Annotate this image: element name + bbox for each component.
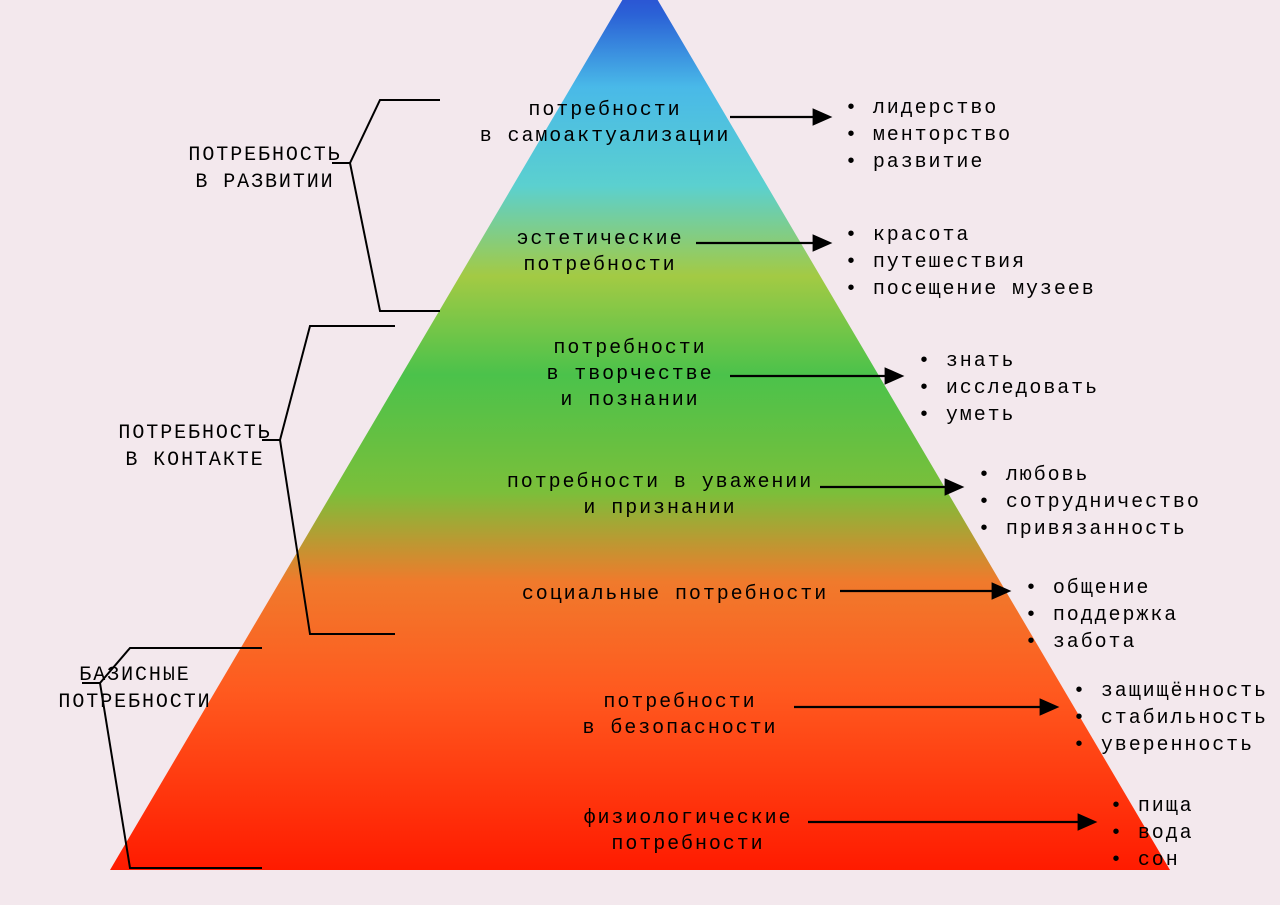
bullets-social: общениеподдержказабота bbox=[1025, 575, 1178, 656]
level-label-line: потребности в уважении bbox=[440, 470, 880, 496]
group-label-line: ПОТРЕБНОСТИ bbox=[25, 689, 245, 716]
group-label-contact: ПОТРЕБНОСТЬВ КОНТАКТЕ bbox=[85, 420, 305, 474]
bullet-item: лидерство bbox=[845, 95, 1012, 122]
level-label-line: в безопасности bbox=[460, 716, 900, 742]
bullet-item: менторство bbox=[845, 122, 1012, 149]
level-label-self-actualization: потребностив самоактуализации bbox=[385, 98, 825, 150]
level-label-line: потребности bbox=[385, 98, 825, 124]
level-label-aesthetic: эстетическиепотребности bbox=[380, 227, 820, 279]
bullet-item: защищённость bbox=[1073, 678, 1268, 705]
bullets-physiological: пищаводасон bbox=[1110, 793, 1194, 874]
level-label-line: потребности bbox=[410, 336, 850, 362]
bullet-item: исследовать bbox=[918, 375, 1099, 402]
level-label-line: эстетические bbox=[380, 227, 820, 253]
bullet-item: общение bbox=[1025, 575, 1178, 602]
group-label-line: БАЗИСНЫЕ bbox=[25, 662, 245, 689]
bullet-item: уверенность bbox=[1073, 732, 1268, 759]
bullet-item: посещение музеев bbox=[845, 276, 1096, 303]
group-label-development: ПОТРЕБНОСТЬВ РАЗВИТИИ bbox=[155, 142, 375, 196]
group-label-line: В РАЗВИТИИ bbox=[155, 169, 375, 196]
level-label-line: и познании bbox=[410, 388, 850, 414]
level-label-line: потребности bbox=[460, 690, 900, 716]
bullet-item: стабильность bbox=[1073, 705, 1268, 732]
bullet-item: вода bbox=[1110, 820, 1194, 847]
level-label-physiological: физиологическиепотребности bbox=[468, 806, 908, 858]
bullet-item: уметь bbox=[918, 402, 1099, 429]
level-label-line: потребности bbox=[468, 832, 908, 858]
level-label-line: физиологические bbox=[468, 806, 908, 832]
bullet-item: красота bbox=[845, 222, 1096, 249]
level-label-line: социальные потребности bbox=[455, 582, 895, 608]
bullets-creativity-knowledge: знатьисследоватьуметь bbox=[918, 348, 1099, 429]
bullet-item: сотрудничество bbox=[978, 489, 1201, 516]
bullets-safety: защищённостьстабильностьуверенность bbox=[1073, 678, 1268, 759]
pyramid-diagram: ПОТРЕБНОСТЬВ РАЗВИТИИпотребностив самоак… bbox=[0, 0, 1280, 905]
bullet-item: любовь bbox=[978, 462, 1201, 489]
group-label-basic: БАЗИСНЫЕПОТРЕБНОСТИ bbox=[25, 662, 245, 716]
level-label-line: и признании bbox=[440, 496, 880, 522]
group-bracket-contact bbox=[262, 326, 395, 634]
bullet-item: пища bbox=[1110, 793, 1194, 820]
bullets-respect-recognition: любовьсотрудничествопривязанность bbox=[978, 462, 1201, 543]
group-label-line: ПОТРЕБНОСТЬ bbox=[155, 142, 375, 169]
bullet-item: сон bbox=[1110, 847, 1194, 874]
level-label-creativity-knowledge: потребностив творчествеи познании bbox=[410, 336, 850, 414]
bullet-item: забота bbox=[1025, 629, 1178, 656]
level-label-line: в самоактуализации bbox=[385, 124, 825, 150]
group-label-line: ПОТРЕБНОСТЬ bbox=[85, 420, 305, 447]
level-label-safety: потребностив безопасности bbox=[460, 690, 900, 742]
level-label-social: социальные потребности bbox=[455, 582, 895, 608]
bullet-item: знать bbox=[918, 348, 1099, 375]
level-label-line: потребности bbox=[380, 253, 820, 279]
bullet-item: путешествия bbox=[845, 249, 1096, 276]
bullet-item: привязанность bbox=[978, 516, 1201, 543]
bullet-item: поддержка bbox=[1025, 602, 1178, 629]
level-label-line: в творчестве bbox=[410, 362, 850, 388]
bullet-item: развитие bbox=[845, 149, 1012, 176]
bullets-aesthetic: красотапутешествияпосещение музеев bbox=[845, 222, 1096, 303]
bullets-self-actualization: лидерствоменторстворазвитие bbox=[845, 95, 1012, 176]
group-label-line: В КОНТАКТЕ bbox=[85, 447, 305, 474]
level-label-respect-recognition: потребности в уважениии признании bbox=[440, 470, 880, 522]
